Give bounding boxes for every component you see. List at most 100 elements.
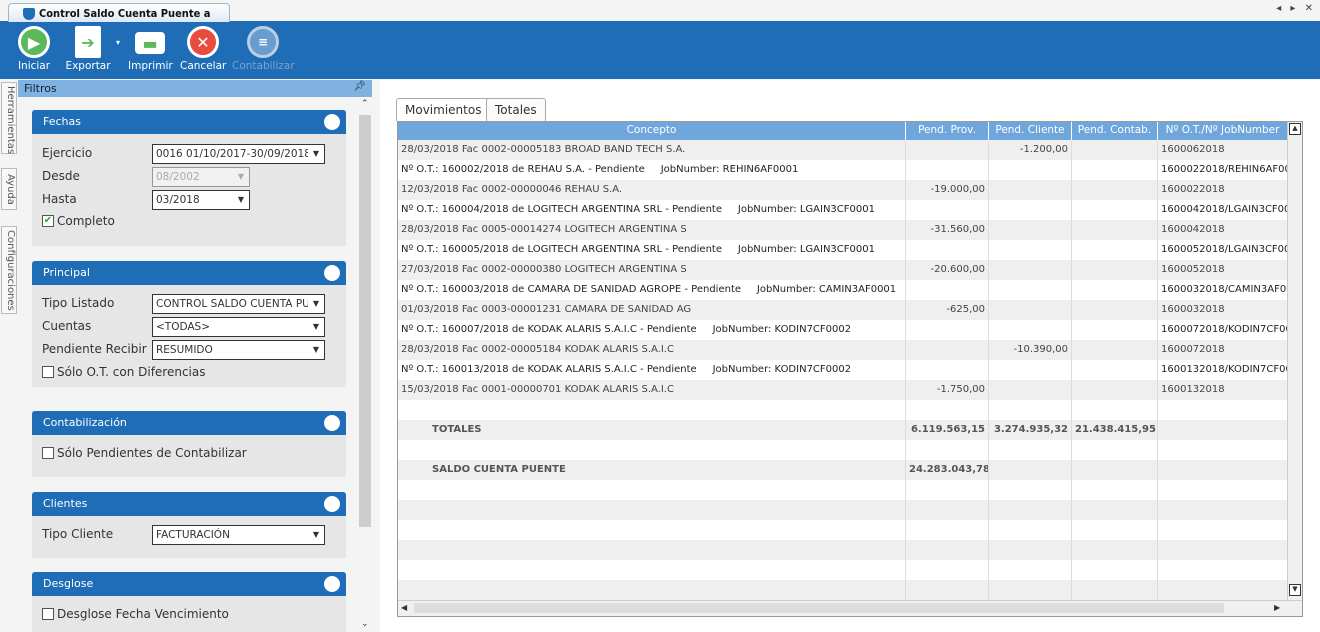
table-row[interactable] xyxy=(398,580,1288,600)
exportar-dropdown[interactable]: ▾ xyxy=(115,38,120,47)
iniciar-label: Iniciar xyxy=(17,60,51,72)
table-row[interactable]: 28/03/2018 Fac 0002-00005184 KODAK ALARI… xyxy=(398,340,1288,360)
table-cell xyxy=(1158,580,1288,600)
table-row[interactable]: Nº O.T.: 160013/2018 de KODAK ALARIS S.A… xyxy=(398,360,1288,380)
group-title: Principal xyxy=(43,266,90,279)
table-cell: 15/03/2018 Fac 0001-00000701 KODAK ALARI… xyxy=(398,380,906,400)
table-row[interactable]: 28/03/2018 Fac 0005-00014274 LOGITECH AR… xyxy=(398,220,1288,240)
table-cell xyxy=(906,440,989,460)
table-row[interactable]: 01/03/2018 Fac 0003-00001231 CAMARA DE S… xyxy=(398,300,1288,320)
table-row[interactable] xyxy=(398,500,1288,520)
group-header[interactable]: Desglose xyxy=(32,572,346,596)
table-cell xyxy=(1072,400,1158,420)
scroll-right-icon[interactable]: ▶ xyxy=(1274,603,1281,612)
group-header[interactable]: Clientes xyxy=(32,492,346,516)
collapse-icon[interactable] xyxy=(324,576,340,592)
tipo-cliente-select[interactable]: FACTURACIÓN ▼ xyxy=(152,525,325,545)
iniciar-button[interactable]: ▶ Iniciar xyxy=(14,26,54,72)
filters-scroll-thumb[interactable] xyxy=(359,115,371,527)
side-tab-configuraciones[interactable]: Configuraciones xyxy=(1,226,17,314)
table-row[interactable]: 28/03/2018 Fac 0002-00005183 BROAD BAND … xyxy=(398,140,1288,160)
table-row[interactable] xyxy=(398,400,1288,420)
scroll-up-icon[interactable]: ⌃ xyxy=(361,99,369,109)
side-tab-ayuda[interactable]: Ayuda xyxy=(1,168,17,210)
collapse-icon[interactable] xyxy=(324,265,340,281)
table-cell xyxy=(906,240,989,260)
collapse-icon[interactable] xyxy=(324,496,340,512)
scroll-up-icon[interactable]: ▲ xyxy=(1289,123,1301,135)
column-header[interactable]: Concepto xyxy=(398,122,906,140)
pendiente-recibir-value: RESUMIDO xyxy=(156,344,213,356)
cuentas-select[interactable]: <TODAS> ▼ xyxy=(152,317,325,337)
desde-select[interactable]: 08/2002 ▼ xyxy=(152,167,250,187)
table-cell: -10.390,00 xyxy=(989,340,1072,360)
table-row[interactable] xyxy=(398,520,1288,540)
column-header[interactable]: Pend. Cliente xyxy=(989,122,1072,140)
scroll-down-icon[interactable]: ⌄ xyxy=(361,619,369,629)
tipo-listado-select[interactable]: CONTROL SALDO CUENTA PUENTE ▼ xyxy=(152,294,325,314)
solo-ot-checkbox[interactable]: Sólo O.T. con Diferencias xyxy=(42,365,206,379)
group-header[interactable]: Contabilización xyxy=(32,411,346,435)
completo-checkbox[interactable]: ✔ Completo xyxy=(42,214,115,228)
table-cell xyxy=(906,480,989,500)
table-cell xyxy=(989,300,1072,320)
table-row[interactable] xyxy=(398,480,1288,500)
exportar-button[interactable]: ➔ Exportar xyxy=(62,26,114,72)
ejercicio-select[interactable]: 0016 01/10/2017-30/09/2018 ▼ xyxy=(152,144,325,164)
collapse-icon[interactable] xyxy=(324,415,340,431)
side-tab-herramientas[interactable]: Herramientas xyxy=(1,82,17,154)
table-row[interactable]: 15/03/2018 Fac 0001-00000701 KODAK ALARI… xyxy=(398,380,1288,400)
table-row[interactable]: Nº O.T.: 160007/2018 de KODAK ALARIS S.A… xyxy=(398,320,1288,340)
table-cell: 1600032018 xyxy=(1158,300,1288,320)
tab-movimientos[interactable]: Movimientos xyxy=(396,98,491,121)
table-row[interactable]: Nº O.T.: 160004/2018 de LOGITECH ARGENTI… xyxy=(398,200,1288,220)
horizontal-scroll-thumb[interactable] xyxy=(414,603,1224,613)
table-cell: 01/03/2018 Fac 0003-00001231 CAMARA DE S… xyxy=(398,300,906,320)
table-cell xyxy=(1072,500,1158,520)
table-row[interactable] xyxy=(398,440,1288,460)
table-row[interactable] xyxy=(398,540,1288,560)
collapse-icon[interactable] xyxy=(324,114,340,130)
table-row[interactable]: SALDO CUENTA PUENTE 24.283.043,78 xyxy=(398,460,1288,480)
chevron-down-icon: ▼ xyxy=(308,526,324,544)
desglose-fecha-checkbox[interactable]: Desglose Fecha Vencimiento xyxy=(42,607,229,621)
chevron-down-icon: ▼ xyxy=(308,341,324,359)
scroll-down-icon[interactable]: ▼ xyxy=(1289,584,1301,596)
column-header[interactable]: Pend. Contab. xyxy=(1072,122,1158,140)
table-cell xyxy=(906,200,989,220)
cancelar-button[interactable]: ✕ Cancelar xyxy=(180,26,226,72)
contabilizar-button[interactable]: ≡ Contabilizar xyxy=(232,26,295,72)
column-header[interactable]: Nº O.T./Nº JobNumber xyxy=(1158,122,1288,140)
column-header[interactable]: Pend. Prov. xyxy=(906,122,989,140)
database-icon: ≡ xyxy=(247,26,279,58)
chevron-down-icon: ▼ xyxy=(308,295,324,313)
group-header[interactable]: Fechas xyxy=(32,110,346,134)
table-row[interactable]: Nº O.T.: 160005/2018 de LOGITECH ARGENTI… xyxy=(398,240,1288,260)
scroll-left-icon[interactable]: ◀ xyxy=(401,603,408,612)
table-row[interactable]: Nº O.T.: 160002/2018 de REHAU S.A. - Pen… xyxy=(398,160,1288,180)
hasta-select[interactable]: 03/2018 ▼ xyxy=(152,190,250,210)
table-cell xyxy=(1072,440,1158,460)
table-cell xyxy=(906,580,989,600)
table-cell: SALDO CUENTA PUENTE xyxy=(398,460,906,480)
pendiente-recibir-select[interactable]: RESUMIDO ▼ xyxy=(152,340,325,360)
table-row[interactable]: 12/03/2018 Fac 0002-00000046 REHAU S.A. -… xyxy=(398,180,1288,200)
document-tab[interactable]: Control Saldo Cuenta Puente a F... xyxy=(8,3,230,33)
table-row[interactable]: Nº O.T.: 160003/2018 de CAMARA DE SANIDA… xyxy=(398,280,1288,300)
table-cell xyxy=(989,280,1072,300)
table-row[interactable]: 27/03/2018 Fac 0002-00000380 LOGITECH AR… xyxy=(398,260,1288,280)
window-controls[interactable]: ◂ ▸ ✕ xyxy=(1276,3,1316,14)
pin-icon[interactable]: 📌︎ xyxy=(353,81,366,92)
table-row[interactable] xyxy=(398,560,1288,580)
table-cell: 28/03/2018 Fac 0005-00014274 LOGITECH AR… xyxy=(398,220,906,240)
filters-scrollbar[interactable]: ⌃ ⌄ xyxy=(358,97,372,632)
table-cell xyxy=(398,500,906,520)
group-header[interactable]: Principal xyxy=(32,261,346,285)
solo-pendientes-checkbox[interactable]: Sólo Pendientes de Contabilizar xyxy=(42,446,247,460)
table-cell xyxy=(398,480,906,500)
table-row[interactable]: TOTALES 6.119.563,15 3.274.935,32 21.438.41… xyxy=(398,420,1288,440)
imprimir-button[interactable]: ▬ Imprimir xyxy=(128,26,173,72)
vertical-scrollbar[interactable]: ▲ ▼ xyxy=(1287,122,1302,600)
group-title: Contabilización xyxy=(43,416,127,429)
tab-totales[interactable]: Totales xyxy=(486,98,546,121)
